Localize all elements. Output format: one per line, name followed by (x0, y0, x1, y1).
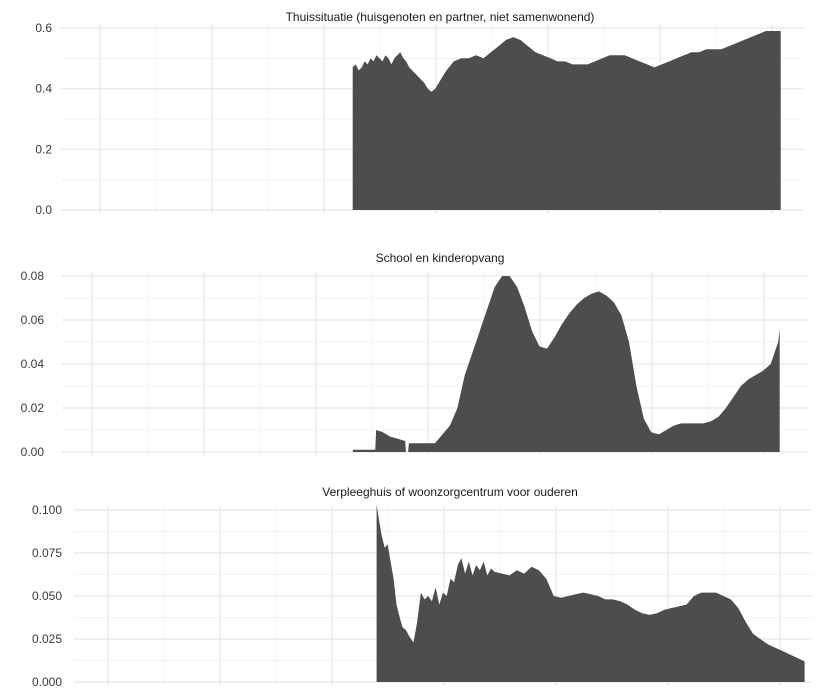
y-tick-label: 0.050 (32, 589, 62, 603)
y-tick-label: 0.025 (32, 632, 62, 646)
y-tick-label: 0.02 (21, 401, 45, 415)
y-tick-label: 0.04 (21, 357, 45, 371)
y-tick-label: 0.100 (32, 503, 62, 517)
y-tick-label: 0.075 (32, 546, 62, 560)
panel-verpleeghuis: Verpleeghuis of woonzorgcentrum voor oud… (32, 485, 812, 689)
y-tick-label: 0.000 (32, 675, 62, 689)
y-tick-label: 0.06 (21, 313, 45, 327)
area-series (352, 276, 780, 452)
panel-thuissituatie: Thuissituatie (huisgenoten en partner, n… (35, 10, 803, 217)
y-tick-label: 0.0 (35, 203, 52, 217)
panel-title: School en kinderopvang (376, 251, 505, 265)
panel-title: Thuissituatie (huisgenoten en partner, n… (286, 10, 595, 24)
area-series (376, 504, 805, 682)
panel-title: Verpleeghuis of woonzorgcentrum voor oud… (322, 485, 578, 499)
y-tick-label: 0.4 (35, 82, 52, 96)
y-tick-label: 0.2 (35, 142, 52, 156)
y-tick-label: 0.00 (21, 445, 45, 459)
y-tick-label: 0.08 (21, 269, 45, 283)
y-tick-label: 0.6 (35, 21, 52, 35)
panel-school-kinderopvang: School en kinderopvang 0.00 0.02 0.04 0.06 0… (21, 251, 808, 459)
area-series (352, 31, 781, 210)
